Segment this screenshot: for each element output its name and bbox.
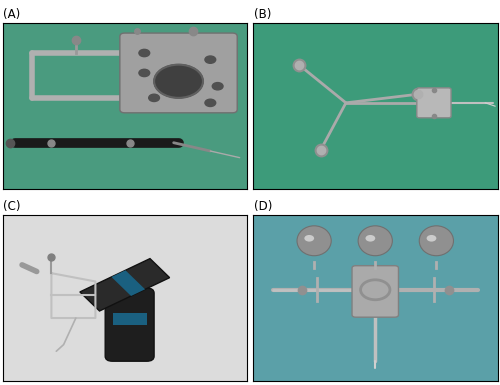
Text: (A): (A): [4, 8, 21, 21]
Text: (C): (C): [4, 200, 21, 213]
Circle shape: [205, 99, 216, 107]
Circle shape: [139, 69, 149, 77]
FancyBboxPatch shape: [120, 33, 237, 113]
Ellipse shape: [366, 235, 375, 242]
FancyBboxPatch shape: [105, 288, 154, 361]
FancyBboxPatch shape: [417, 88, 451, 118]
Ellipse shape: [426, 235, 436, 242]
Text: (B): (B): [254, 8, 272, 21]
FancyBboxPatch shape: [352, 266, 399, 317]
Polygon shape: [112, 270, 145, 296]
Circle shape: [205, 56, 216, 63]
Ellipse shape: [358, 226, 392, 256]
Polygon shape: [80, 259, 170, 311]
FancyBboxPatch shape: [112, 313, 147, 325]
Circle shape: [148, 94, 160, 102]
Circle shape: [212, 82, 223, 90]
Circle shape: [154, 65, 203, 98]
Ellipse shape: [420, 226, 454, 256]
Ellipse shape: [304, 235, 314, 242]
Circle shape: [139, 49, 149, 57]
Text: (D): (D): [254, 200, 272, 213]
Ellipse shape: [297, 226, 331, 256]
